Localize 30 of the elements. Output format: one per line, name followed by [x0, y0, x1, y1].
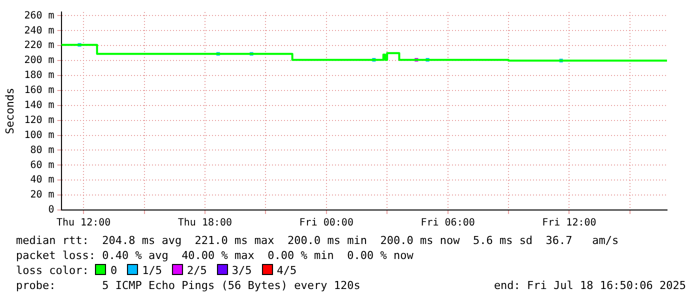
text: packet loss: 0.40 % avg 40.00 % max 0.00 % min 0.00 % now: [16, 248, 414, 263]
y-tick-label: 260 m: [24, 10, 54, 22]
y-tick-label: 120 m: [24, 114, 54, 126]
x-tick-label: Fri 06:00: [420, 218, 475, 229]
legend-label: 1/5: [142, 264, 162, 277]
text: probe: 5 ICMP Echo Pings (56 Bytes) every 120s: [16, 279, 360, 292]
y-tick-label: 0: [48, 204, 54, 216]
x-tick-label: Thu 18:00: [178, 218, 232, 229]
legend-label: 0: [110, 264, 118, 277]
y-tick-label: 60 m: [30, 160, 54, 171]
text: median rtt: 204.8 ms avg 221.0 ms max 200.0 ms min 200.0 ms now 5.6 ms sd 36.7 am/s: [16, 233, 620, 248]
y-tick-label: 240 m: [24, 25, 54, 36]
y-axis-title: Seconds: [3, 88, 16, 134]
x-tick-label: Fri 12:00: [542, 218, 596, 229]
legend-label: 3/5: [232, 264, 252, 277]
y-tick-label: 140 m: [24, 100, 54, 111]
y-tick-label: 20 m: [30, 190, 54, 201]
y-tick-label: 180 m: [24, 70, 54, 82]
legend-label: 4/5: [276, 264, 297, 277]
text: end: Fri Jul 18 16:50:06 2025: [494, 278, 686, 293]
y-tick-label: 220 m: [24, 40, 54, 52]
x-tick-label: Fri 00:00: [299, 218, 354, 229]
y-tick-label: 40 m: [30, 174, 54, 186]
y-tick-label: 80 m: [30, 144, 54, 156]
y-tick-label: 100 m: [24, 130, 54, 141]
y-tick-label: 200 m: [24, 55, 54, 66]
y-tick-label: 160 m: [24, 85, 54, 96]
legend-title: loss color:: [16, 264, 90, 277]
x-tick-label: Thu 12:00: [56, 218, 111, 229]
legend-label: 2/5: [186, 264, 207, 277]
